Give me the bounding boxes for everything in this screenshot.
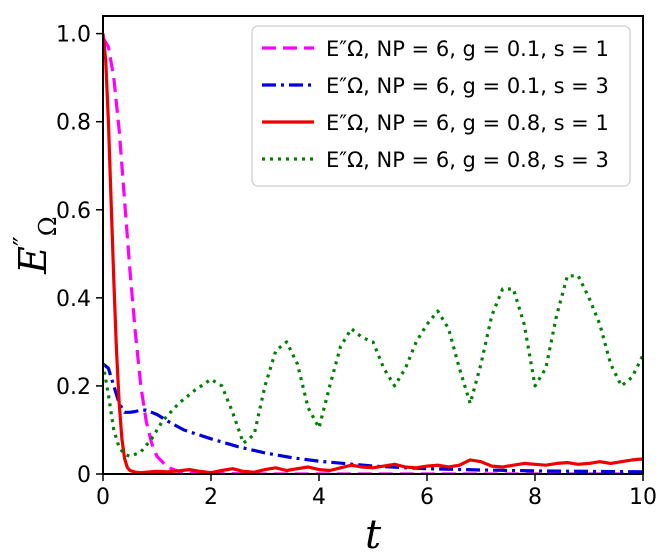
x-tick-label: 6 [420, 485, 434, 510]
legend-label-2: E″Ω, NP = 6, g = 0.1, s = 3 [326, 74, 609, 98]
y-axis-label: E″Ω [9, 216, 62, 274]
series-line-3 [103, 33, 643, 474]
y-tick-label: 0.2 [56, 375, 91, 400]
y-tick-label: 0 [77, 463, 91, 488]
y-tick-label: 1.0 [56, 23, 91, 48]
x-tick-label: 0 [96, 485, 110, 510]
legend-label-4: E″Ω, NP = 6, g = 0.8, s = 3 [326, 148, 609, 172]
y-tick-label: 0.6 [56, 199, 91, 224]
plot-frame [102, 15, 644, 475]
x-tick-label: 10 [629, 485, 657, 510]
x-tick-label: 2 [204, 485, 218, 510]
y-tick-label: 0.4 [56, 287, 91, 312]
legend-label-1: E″Ω, NP = 6, g = 0.1, s = 1 [326, 37, 609, 61]
legend: E″Ω, NP = 6, g = 0.1, s = 1 E″Ω, NP = 6, … [251, 25, 631, 187]
svg-text:E″Ω: E″Ω [9, 216, 62, 274]
series-line-1 [103, 37, 643, 474]
series-line-4 [103, 274, 643, 458]
y-tick-label: 0.8 [56, 111, 91, 136]
series-line-2 [103, 362, 643, 474]
legend-box [251, 25, 631, 187]
legend-label-3: E″Ω, NP = 6, g = 0.8, s = 1 [326, 111, 609, 135]
x-tick-label: 8 [528, 485, 542, 510]
x-tick-label: 4 [312, 485, 326, 510]
x-axis-label: t [365, 512, 382, 558]
